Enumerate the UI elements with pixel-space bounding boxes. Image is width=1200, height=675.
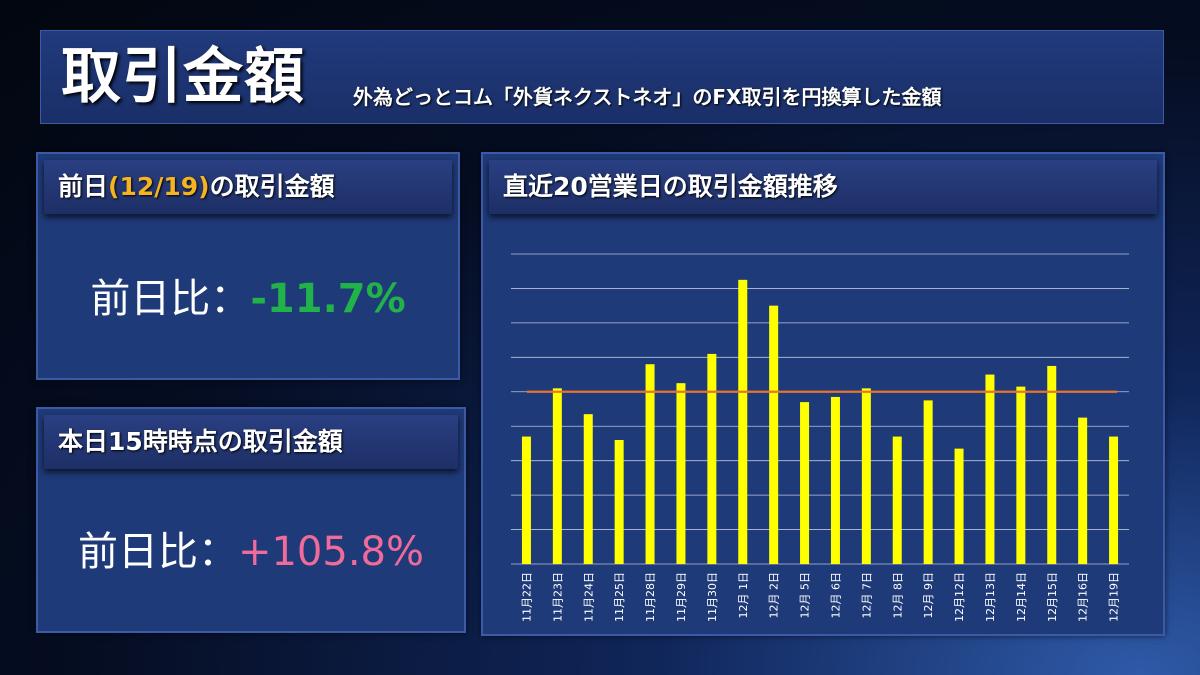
today-change: +105.8%	[237, 529, 425, 575]
x-tick-label: 11月28日	[644, 572, 657, 622]
bar	[1047, 365, 1057, 564]
x-tick-label: 11月23日	[551, 572, 564, 622]
x-tick-label: 12月14日	[1015, 572, 1028, 622]
bar	[552, 388, 562, 564]
previous-day-label: 前日比：	[90, 276, 251, 322]
bar	[800, 402, 810, 564]
today-stat: 前日比：+105.8%	[38, 519, 464, 577]
previous-day-change: -11.7%	[250, 276, 406, 322]
header: 取引金額 外為どっとコム「外貨ネクストネオ」のFX取引を円換算した金額	[40, 30, 1164, 124]
bar	[738, 279, 748, 564]
bar	[954, 448, 964, 564]
bar	[861, 388, 871, 564]
chart-title: 直近20営業日の取引金額推移	[489, 160, 1157, 214]
x-tick-label: 11月25日	[613, 572, 626, 622]
bar	[707, 353, 717, 564]
bar	[676, 383, 686, 564]
bar	[521, 436, 531, 564]
bar	[1078, 417, 1088, 564]
x-tick-label: 12月 2日	[768, 572, 781, 619]
previous-day-title-suffix: の取引金額	[209, 172, 335, 201]
bar	[892, 436, 902, 564]
x-tick-label: 12月16日	[1077, 572, 1090, 622]
x-tick-label: 12月13日	[984, 572, 997, 622]
x-tick-label: 11月29日	[675, 572, 688, 622]
x-tick-label: 11月22日	[520, 572, 533, 622]
today-panel: 本日15時時点の取引金額 前日比：+105.8%	[36, 407, 466, 633]
bar	[583, 414, 593, 564]
bar	[614, 440, 624, 564]
x-tick-label: 12月19日	[1108, 572, 1121, 622]
x-tick-label: 11月30日	[706, 572, 719, 622]
x-tick-label: 12月 5日	[799, 572, 812, 619]
page-title: 取引金額	[61, 42, 305, 112]
bar	[985, 374, 995, 564]
x-tick-label: 12月 8日	[891, 572, 904, 619]
bar	[769, 305, 779, 564]
x-tick-label: 12月 1日	[737, 572, 750, 619]
chart-panel: 直近20営業日の取引金額推移 11月22日 11月23日 11月24日 11月25日 1…	[481, 152, 1165, 636]
bar-chart: 11月22日 11月23日 11月24日 11月25日 11月28日 11月29日 11月3…	[511, 253, 1129, 622]
x-tick-label: 11月24日	[582, 572, 595, 622]
bar	[645, 364, 655, 564]
today-panel-title: 本日15時時点の取引金額	[44, 415, 458, 469]
bar	[1016, 386, 1026, 564]
x-tick-label: 12月 9日	[922, 572, 935, 619]
bar	[923, 400, 933, 564]
x-tick-label: 12月12日	[953, 572, 966, 622]
previous-day-stat: 前日比：-11.7%	[38, 266, 458, 324]
previous-day-panel-title: 前日(12/19)の取引金額	[44, 160, 452, 214]
previous-day-date: (12/19)	[108, 172, 210, 201]
today-label: 前日比：	[77, 529, 238, 575]
x-tick-label: 12月15日	[1046, 572, 1059, 622]
bar	[1109, 436, 1119, 564]
x-tick-label: 12月 7日	[860, 572, 873, 619]
previous-day-title-prefix: 前日	[58, 172, 109, 201]
bar	[830, 396, 840, 564]
page-subtitle: 外為どっとコム「外貨ネクストネオ」のFX取引を円換算した金額	[353, 85, 942, 109]
x-tick-label: 12月 6日	[829, 572, 842, 619]
previous-day-panel: 前日(12/19)の取引金額 前日比：-11.7%	[36, 152, 460, 380]
